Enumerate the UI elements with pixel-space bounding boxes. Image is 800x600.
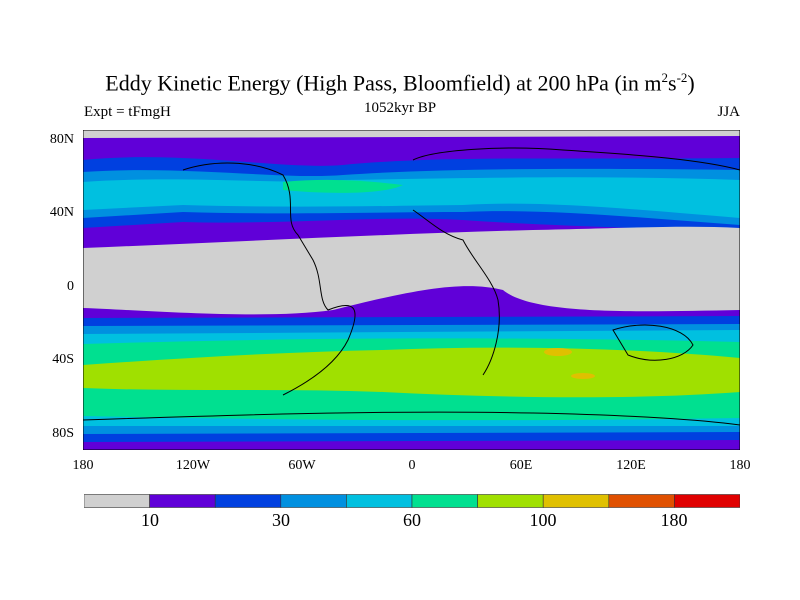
plot-title: Eddy Kinetic Energy (High Pass, Bloomfie… — [105, 70, 695, 96]
colorbar-box — [149, 494, 216, 508]
colorbar-label: 10 — [141, 510, 159, 530]
lat-label: 80S — [52, 426, 74, 441]
lon-label: 120E — [616, 458, 646, 473]
band-nh-cyan — [83, 177, 740, 218]
colorbar-box — [477, 494, 544, 508]
colorbar-box — [542, 494, 610, 508]
lon-label: 120W — [175, 458, 211, 473]
colorbar-box — [608, 494, 675, 508]
colorbar-box — [280, 494, 347, 508]
colorbar — [84, 494, 740, 508]
colorbar-label: 180 — [660, 510, 688, 530]
time-label: 1052kyr BP — [363, 100, 437, 116]
colorbar-box — [346, 494, 413, 508]
band-tropics-gray — [83, 226, 740, 315]
colorbar-label: 30 — [272, 510, 290, 530]
colorbar-box — [674, 494, 740, 508]
lon-label: 180 — [72, 458, 94, 473]
lon-label: 60E — [509, 458, 533, 473]
coastlines — [83, 147, 740, 426]
colorbar-box — [84, 494, 150, 508]
lon-label: 60W — [288, 458, 316, 473]
lat-label: 40S — [52, 352, 74, 367]
band-sh-orange-2 — [571, 373, 595, 379]
lon-label: 0 — [408, 458, 416, 473]
season-label: JJA — [717, 104, 740, 120]
map-plot — [83, 130, 740, 450]
lat-label: 0 — [67, 279, 74, 294]
band-sh-orange — [544, 348, 572, 356]
lat-label: 80N — [49, 132, 74, 147]
colorbar-label: 60 — [403, 510, 421, 530]
lon-label: 180 — [729, 458, 751, 473]
colorbar-label: 100 — [529, 510, 557, 530]
experiment-label: Expt = tFmgH — [84, 104, 171, 120]
colorbar-box — [411, 494, 478, 508]
band-sh-yellowgreen — [83, 347, 740, 398]
lat-label: 40N — [49, 205, 74, 220]
colorbar-box — [214, 494, 282, 508]
band-nh-green — [283, 179, 403, 193]
